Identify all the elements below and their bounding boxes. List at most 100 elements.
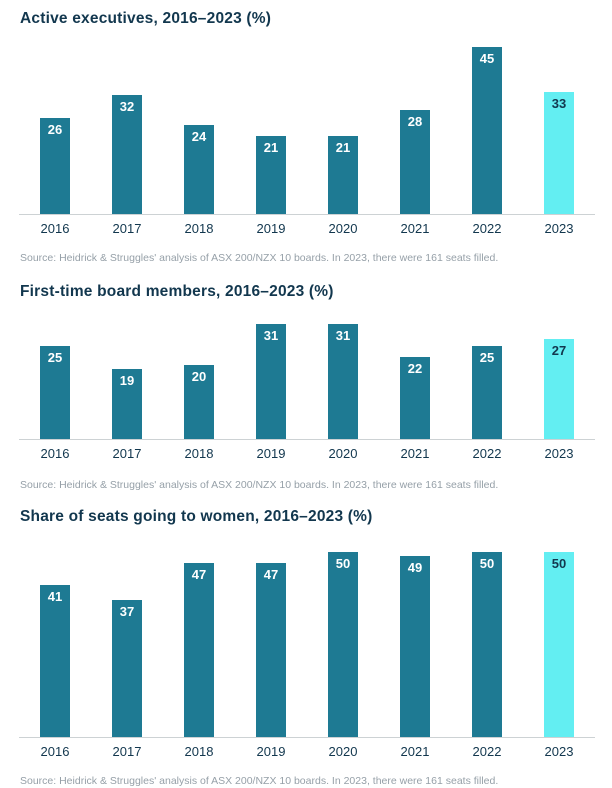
x-axis-active-executives: 2016 2017 2018 2019 2020 2021 2022 2023: [19, 221, 595, 237]
bar-column-2016: 26: [19, 47, 91, 214]
x-tick-2022: 2022: [472, 446, 502, 461]
bar-value-label: 28: [407, 114, 423, 130]
x-tick-2019: 2019: [256, 744, 286, 759]
bar-column-2017: 19: [91, 324, 163, 439]
bar-2018: 24: [184, 124, 214, 214]
x-tick-2021: 2021: [400, 221, 430, 236]
x-tick-2022: 2022: [472, 221, 502, 236]
bar-column-2022: 50: [451, 552, 523, 737]
bar-2017: 19: [112, 368, 142, 439]
bar-value-label: 25: [479, 350, 495, 366]
bar-2019: 31: [256, 324, 286, 439]
x-tick-2021: 2021: [400, 744, 430, 759]
bar-2021: 22: [400, 357, 430, 439]
bar-2021: 28: [400, 110, 430, 214]
x-tick-2021: 2021: [400, 446, 430, 461]
plot-area-active-executives: 26 32 24 21 21 28 45 33: [19, 47, 595, 215]
bar-value-label: 50: [479, 556, 495, 571]
bar-2020: 31: [328, 324, 358, 439]
x-tick-2017: 2017: [112, 221, 142, 236]
bar-2023-highlighted: 33: [544, 91, 574, 214]
plot-area-first-time-board-members: 25 19 20 31 31 22 25 27: [19, 324, 595, 440]
bar-value-label: 21: [335, 140, 351, 156]
bar-column-2023: 50: [523, 552, 595, 737]
bar-value-label: 22: [407, 361, 423, 377]
bar-column-2021: 22: [379, 324, 451, 439]
source-note-first-time-board-members: Source: Heidrick & Struggles' analysis o…: [20, 479, 499, 491]
x-tick-2023: 2023: [544, 221, 574, 236]
x-tick-2016: 2016: [40, 744, 70, 759]
bar-column-2019: 21: [235, 47, 307, 214]
bar-value-label: 50: [335, 556, 351, 571]
bar-2019: 47: [256, 563, 286, 737]
bar-2016: 41: [40, 585, 70, 737]
bar-value-label: 45: [479, 51, 495, 66]
bar-column-2016: 41: [19, 552, 91, 737]
bar-value-label: 47: [191, 567, 207, 583]
bar-2022: 50: [472, 552, 502, 737]
chart-share-of-seats-women: Share of seats going to women, 2016–2023…: [0, 508, 612, 788]
bar-value-label: 26: [47, 121, 63, 137]
bar-value-label: 31: [263, 328, 279, 343]
x-tick-2019: 2019: [256, 221, 286, 236]
bar-2022: 25: [472, 346, 502, 439]
chart-first-time-board-members: First-time board members, 2016–2023 (%) …: [0, 283, 612, 492]
x-tick-2016: 2016: [40, 221, 70, 236]
bar-2023-highlighted: 50: [544, 552, 574, 737]
bar-2017: 37: [112, 600, 142, 737]
bar-value-label: 32: [119, 99, 135, 115]
bar-column-2020: 50: [307, 552, 379, 737]
x-tick-2022: 2022: [472, 744, 502, 759]
bar-column-2020: 21: [307, 47, 379, 214]
bar-value-label: 41: [47, 589, 63, 605]
bar-2021: 49: [400, 555, 430, 737]
bar-column-2017: 32: [91, 47, 163, 214]
bar-column-2022: 45: [451, 47, 523, 214]
bar-value-label: 47: [263, 567, 279, 583]
bar-2023-highlighted: 27: [544, 338, 574, 439]
bar-value-label: 19: [119, 372, 135, 388]
x-tick-2017: 2017: [112, 744, 142, 759]
bar-value-label: 27: [551, 342, 567, 358]
bar-column-2018: 20: [163, 324, 235, 439]
x-tick-2020: 2020: [328, 446, 358, 461]
bar-value-label: 49: [407, 559, 423, 575]
bar-column-2021: 28: [379, 47, 451, 214]
bar-value-label: 21: [263, 140, 279, 156]
x-tick-2017: 2017: [112, 446, 142, 461]
bar-2022: 45: [472, 47, 502, 214]
x-tick-2020: 2020: [328, 221, 358, 236]
bar-value-label: 33: [551, 95, 567, 111]
bar-column-2016: 25: [19, 324, 91, 439]
bar-value-label: 50: [551, 556, 567, 571]
bar-2017: 32: [112, 95, 142, 214]
chart-title-share-of-seats-women: Share of seats going to women, 2016–2023…: [20, 508, 373, 525]
bar-2018: 47: [184, 563, 214, 737]
bar-2020: 21: [328, 136, 358, 214]
bar-column-2019: 47: [235, 552, 307, 737]
x-tick-2023: 2023: [544, 744, 574, 759]
x-tick-2019: 2019: [256, 446, 286, 461]
chart-title-active-executives: Active executives, 2016–2023 (%): [20, 10, 272, 27]
bar-column-2020: 31: [307, 324, 379, 439]
bar-value-label: 25: [47, 350, 63, 366]
x-tick-2020: 2020: [328, 744, 358, 759]
bar-column-2019: 31: [235, 324, 307, 439]
x-tick-2018: 2018: [184, 446, 214, 461]
chart-title-first-time-board-members: First-time board members, 2016–2023 (%): [20, 283, 334, 300]
bar-column-2022: 25: [451, 324, 523, 439]
x-tick-2023: 2023: [544, 446, 574, 461]
bar-value-label: 37: [119, 604, 135, 620]
bar-2016: 25: [40, 346, 70, 439]
source-note-active-executives: Source: Heidrick & Struggles' analysis o…: [20, 252, 499, 264]
x-axis-share-of-seats-women: 2016 2017 2018 2019 2020 2021 2022 2023: [19, 744, 595, 760]
bar-column-2021: 49: [379, 552, 451, 737]
bar-value-label: 24: [191, 128, 207, 144]
bar-column-2017: 37: [91, 552, 163, 737]
chart-active-executives: Active executives, 2016–2023 (%) 26 32 24 2…: [0, 10, 612, 265]
bar-column-2018: 24: [163, 47, 235, 214]
bar-column-2023: 33: [523, 47, 595, 214]
bar-column-2023: 27: [523, 324, 595, 439]
x-tick-2016: 2016: [40, 446, 70, 461]
